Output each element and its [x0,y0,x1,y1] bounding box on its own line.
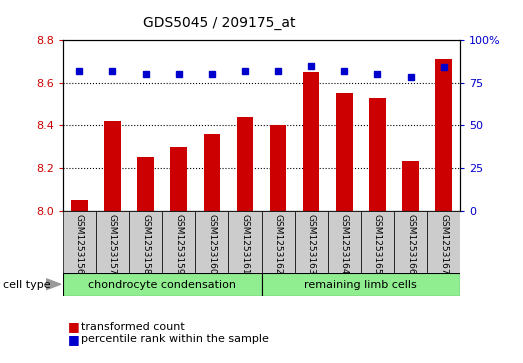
Bar [427,211,460,274]
Bar [328,211,361,274]
Bar [270,125,287,211]
Bar [104,121,121,211]
Text: GSM1253162: GSM1253162 [274,214,282,274]
Bar [361,211,394,274]
Bar [369,98,385,211]
Bar [96,211,129,274]
Text: transformed count: transformed count [81,322,185,332]
Text: ■: ■ [68,333,79,346]
Text: chondrocyte condensation: chondrocyte condensation [88,280,236,290]
Text: GSM1253158: GSM1253158 [141,214,150,274]
Text: ■: ■ [68,320,79,333]
Bar [435,59,452,211]
Bar [170,147,187,211]
Bar [236,117,253,211]
Bar [162,211,195,274]
Bar [262,211,294,274]
Text: percentile rank within the sample: percentile rank within the sample [81,334,269,344]
Text: GSM1253164: GSM1253164 [340,214,349,274]
Bar [195,211,229,274]
Bar [63,211,96,274]
Text: GSM1253159: GSM1253159 [174,214,183,274]
Text: GSM1253167: GSM1253167 [439,214,448,274]
Text: GDS5045 / 209175_at: GDS5045 / 209175_at [143,16,296,30]
Bar [229,211,262,274]
Bar [294,211,328,274]
Text: GSM1253157: GSM1253157 [108,214,117,274]
Text: GSM1253160: GSM1253160 [207,214,217,274]
Text: GSM1253161: GSM1253161 [241,214,249,274]
Bar [402,162,419,211]
Text: cell type: cell type [3,280,50,290]
Text: GSM1253165: GSM1253165 [373,214,382,274]
Bar [203,134,220,211]
Text: GSM1253163: GSM1253163 [306,214,316,274]
Polygon shape [46,279,61,290]
Text: GSM1253156: GSM1253156 [75,214,84,274]
Bar [63,273,262,296]
Bar [336,93,353,211]
Bar [262,273,460,296]
Text: remaining limb cells: remaining limb cells [304,280,417,290]
Bar [71,200,87,211]
Bar [129,211,162,274]
Text: GSM1253166: GSM1253166 [406,214,415,274]
Bar [303,72,320,211]
Bar [137,157,154,211]
Bar [394,211,427,274]
